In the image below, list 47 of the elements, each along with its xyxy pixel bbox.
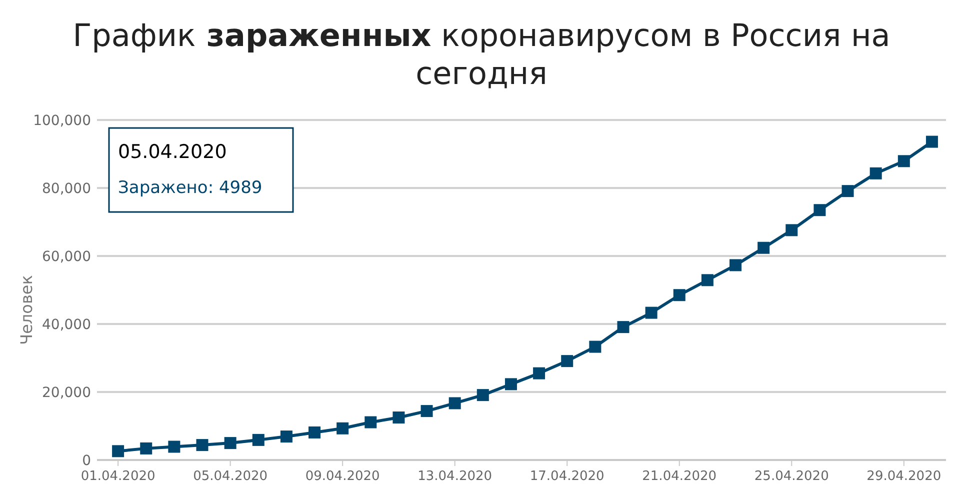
point bbox=[870, 167, 882, 180]
point bbox=[168, 440, 180, 453]
point bbox=[533, 367, 546, 380]
y-tick-label: 100,000 bbox=[33, 113, 91, 129]
point bbox=[336, 422, 349, 434]
point bbox=[730, 259, 742, 272]
point bbox=[448, 397, 461, 410]
y-tick-label: 60,000 bbox=[42, 249, 91, 265]
y-tick-label: 80,000 bbox=[42, 181, 91, 197]
x-tick-label: 29.04.2020 bbox=[866, 469, 942, 484]
point bbox=[224, 437, 236, 450]
point bbox=[420, 405, 433, 418]
x-tick-label: 25.04.2020 bbox=[754, 469, 829, 484]
point bbox=[617, 321, 630, 334]
point bbox=[814, 204, 826, 216]
point bbox=[308, 426, 321, 438]
y-tick-label: 40,000 bbox=[42, 317, 91, 333]
annotation: 05.04.2020 Заражено: 4989 bbox=[118, 141, 262, 198]
point bbox=[476, 389, 489, 402]
x-tick-label: 17.04.2020 bbox=[530, 469, 604, 484]
point bbox=[758, 242, 770, 254]
x-tick-label: 13.04.2020 bbox=[418, 469, 492, 484]
point bbox=[926, 136, 938, 148]
y-axis-title: Человек bbox=[17, 274, 36, 345]
point bbox=[589, 340, 602, 353]
point bbox=[252, 434, 264, 446]
point bbox=[645, 306, 658, 319]
y-tick-label: 0 bbox=[82, 453, 91, 469]
point bbox=[842, 185, 854, 198]
point bbox=[701, 274, 714, 286]
point bbox=[280, 430, 292, 443]
chart-title: График зараженных коронавирусом в Россия на сегодня bbox=[72, 18, 890, 92]
y-tick-label: 20,000 bbox=[42, 385, 91, 401]
x-tick-label: 01.04.2020 bbox=[80, 469, 156, 484]
x-tick-label: 05.04.2020 bbox=[193, 469, 268, 484]
point bbox=[112, 445, 124, 458]
point bbox=[140, 442, 152, 454]
point bbox=[786, 224, 798, 236]
x-tick-label: 09.04.2020 bbox=[305, 469, 380, 484]
point bbox=[392, 412, 405, 424]
point bbox=[561, 355, 574, 368]
point bbox=[898, 155, 910, 168]
point bbox=[504, 378, 517, 390]
point bbox=[196, 439, 208, 452]
point bbox=[364, 416, 377, 428]
x-tick-label: 21.04.2020 bbox=[642, 469, 717, 484]
point bbox=[673, 289, 686, 302]
